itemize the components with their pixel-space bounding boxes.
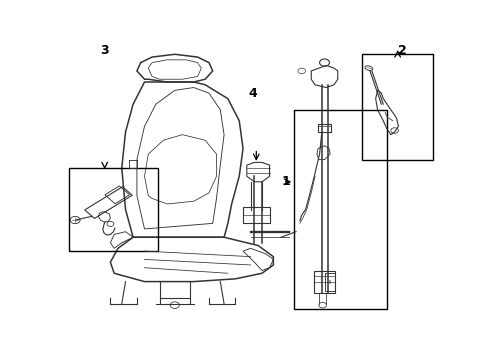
Text: 1: 1 bbox=[281, 175, 290, 188]
Bar bbox=[294, 110, 386, 309]
Text: 2: 2 bbox=[397, 44, 406, 57]
Bar bbox=[362, 54, 432, 159]
Text: II: II bbox=[327, 280, 331, 285]
Text: 4: 4 bbox=[247, 87, 256, 100]
Bar bbox=[314, 270, 334, 293]
Bar bbox=[324, 273, 334, 291]
Bar bbox=[68, 168, 158, 251]
Bar bbox=[243, 207, 269, 223]
Bar bbox=[317, 123, 331, 132]
Text: 3: 3 bbox=[100, 44, 109, 57]
